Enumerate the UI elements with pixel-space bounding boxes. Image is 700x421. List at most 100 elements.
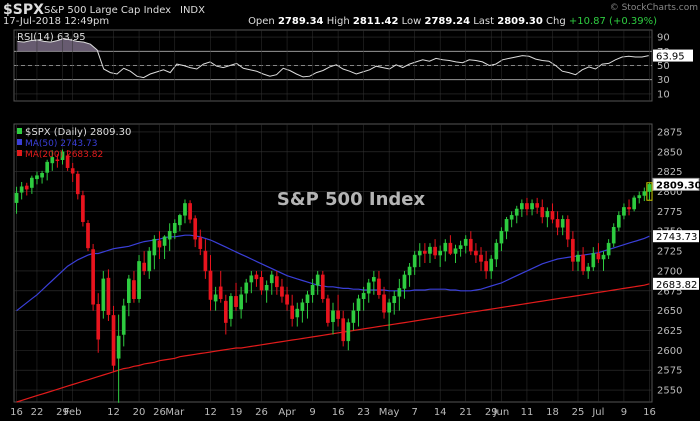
candle-body	[530, 203, 534, 210]
candle-body	[377, 278, 381, 296]
candle-body	[178, 215, 182, 226]
candle-body	[484, 261, 488, 272]
candle-body	[320, 274, 325, 299]
ma50-line	[16, 234, 650, 312]
brand-watermark: © StockCharts.com	[609, 3, 698, 13]
candle-body	[616, 215, 621, 228]
candle-body	[392, 296, 397, 303]
candle-body	[65, 155, 70, 168]
candle-body	[234, 296, 238, 307]
candle-body	[142, 262, 146, 272]
candle-body	[172, 223, 177, 234]
candle-body	[560, 219, 565, 228]
candle-body	[101, 278, 106, 311]
x-axis-tick-label: 18	[546, 407, 559, 418]
candle-body	[280, 286, 284, 297]
high-label: High	[326, 16, 350, 27]
candle-body	[300, 302, 305, 311]
candle-body	[448, 242, 453, 254]
candle-body	[581, 254, 585, 272]
x-axis-tick-label: 19	[230, 407, 243, 418]
candle-body	[269, 274, 274, 284]
candle-body	[571, 238, 575, 262]
price-legend-entry: MA(50) 2743.73	[25, 139, 97, 149]
x-axis-tick-label: 7	[411, 407, 417, 418]
candle-body	[127, 278, 131, 303]
candle-body	[91, 249, 95, 305]
candle-body	[642, 191, 647, 196]
candle-body	[336, 310, 340, 319]
candle-body	[121, 305, 126, 335]
candle-body	[361, 292, 366, 299]
x-axis-tick-label: 9	[621, 407, 627, 418]
candle-body	[183, 203, 187, 216]
candle-body	[606, 242, 611, 256]
candle-body	[198, 237, 203, 249]
last-label: Last	[473, 16, 495, 27]
candle-body	[96, 304, 101, 340]
candle-body	[351, 310, 356, 323]
x-axis-tick-label: 16	[10, 407, 23, 418]
candle-body	[576, 254, 580, 262]
candle-body	[509, 215, 514, 220]
price-axis-tick-label: 2600	[657, 346, 682, 357]
exchange-label: INDX	[180, 5, 205, 16]
candle-body	[193, 218, 198, 240]
candle-body	[514, 208, 519, 216]
x-axis-tick-label: 29	[485, 407, 498, 418]
candle-body	[525, 203, 529, 210]
legend-swatch	[17, 128, 22, 134]
candle-body	[540, 207, 545, 218]
candle-body	[474, 250, 478, 256]
candle-body	[55, 159, 60, 161]
candle-body	[433, 246, 437, 256]
candle-body	[60, 151, 65, 160]
x-axis-tick-label: 16	[332, 407, 345, 418]
candle-body	[326, 298, 330, 323]
price-axis-tick-label: 2875	[657, 127, 682, 138]
x-axis-tick-label: 11	[521, 407, 534, 418]
open-label: Open	[248, 16, 275, 27]
rsi-overbought-area	[17, 38, 649, 52]
candle-body	[254, 274, 259, 280]
candle-body	[443, 242, 448, 252]
candle-body	[19, 186, 24, 193]
price-right-label-box	[652, 177, 700, 191]
candle-body	[397, 288, 402, 297]
candle-body	[152, 238, 157, 256]
candle-body	[428, 246, 432, 254]
candle-body	[647, 184, 652, 192]
candle-body	[167, 230, 172, 240]
quote-summary: Open 2789.34 High 2811.42 Low 2789.24 La…	[248, 16, 657, 27]
x-axis-tick-label: 16	[643, 407, 656, 418]
candle-body	[111, 315, 116, 366]
candle-body	[382, 294, 386, 313]
candle-body	[239, 294, 243, 310]
price-axis-tick-label: 2775	[657, 207, 682, 218]
x-axis-tick-label: 12	[204, 407, 217, 418]
x-axis-tick-label: 9	[309, 407, 315, 418]
candle-body	[356, 298, 361, 311]
low-label: Low	[401, 16, 422, 27]
rsi-axis-tick-label: 30	[657, 75, 670, 86]
candle-body	[346, 322, 351, 342]
candle-body	[453, 248, 458, 254]
candle-body	[259, 277, 264, 291]
chg-value: +10.87 (+0.39%)	[568, 16, 657, 27]
candle-body	[402, 274, 407, 289]
x-axis-tick-label: 26	[255, 407, 268, 418]
x-axis-tick-label: 22	[31, 407, 44, 418]
x-axis-tick-label: Jun	[493, 407, 510, 418]
x-axis-tick-label: Apr	[278, 407, 296, 418]
candle-body	[132, 280, 136, 299]
x-axis-tick-label: 14	[434, 407, 447, 418]
rsi-axis-tick-label: 50	[657, 61, 670, 72]
x-axis-tick-label: 21	[459, 407, 472, 418]
candle-body	[627, 207, 631, 210]
quote-datetime: 17-Jul-2018 12:49pm	[3, 16, 110, 27]
x-axis-tick-label: 29	[56, 407, 69, 418]
price-axis-tick-label: 2850	[657, 147, 682, 158]
ma200-line	[16, 283, 650, 403]
price-axis-tick-label: 2650	[657, 306, 682, 317]
candle-body	[249, 275, 254, 283]
